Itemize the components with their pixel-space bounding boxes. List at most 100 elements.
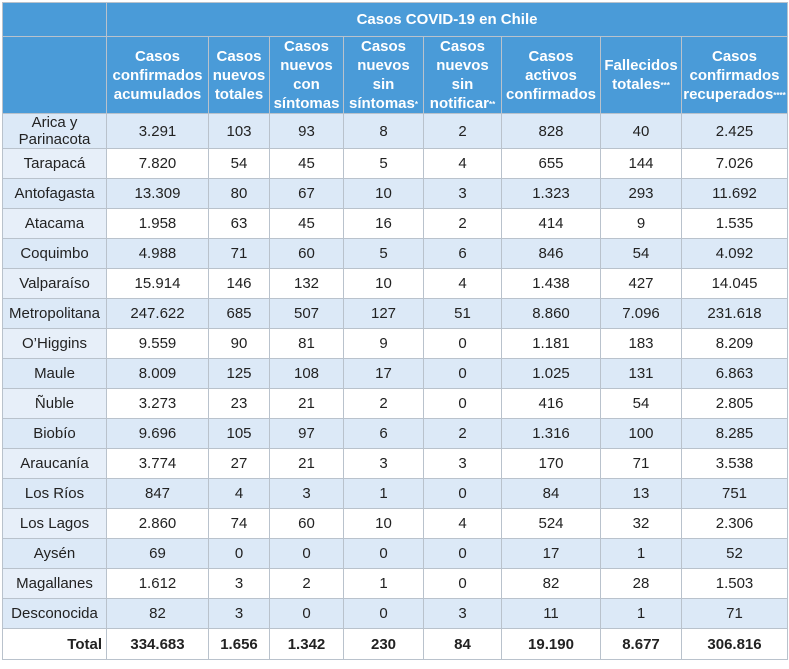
value-cell: 8	[343, 113, 424, 149]
value-cell: 1	[343, 478, 424, 509]
value-cell: 847	[106, 478, 209, 509]
value-cell: 2	[343, 388, 424, 419]
value-cell: 97	[269, 418, 344, 449]
value-cell: 1.438	[501, 268, 601, 299]
value-cell: 54	[600, 238, 682, 269]
value-cell: 9.559	[106, 328, 209, 359]
value-cell: 3.538	[680, 448, 789, 479]
region-cell: Desconocida	[2, 598, 107, 629]
value-cell: 5	[343, 148, 424, 179]
value-cell: 0	[423, 358, 502, 389]
value-cell: 751	[680, 478, 789, 509]
value-cell: 1.958	[106, 208, 209, 239]
value-cell: 2	[269, 568, 344, 599]
value-cell: 45	[269, 208, 344, 239]
value-cell: 416	[501, 388, 601, 419]
value-cell: 11	[501, 598, 601, 629]
value-cell: 3.273	[106, 388, 209, 419]
value-cell: 1.503	[680, 568, 789, 599]
value-cell: 9	[343, 328, 424, 359]
value-cell: 1	[600, 538, 682, 569]
value-cell: 1.181	[501, 328, 601, 359]
value-cell: 3	[423, 598, 502, 629]
column-header: Casos nuevos sin notificar**	[423, 36, 502, 114]
table-row: Desconocida 82 3 0 0 3 11 1 71	[2, 598, 789, 629]
value-cell: 828	[501, 113, 601, 149]
region-cell: Maule	[2, 358, 107, 389]
column-header: Casos nuevos con síntomas	[269, 36, 344, 114]
value-cell: 3	[343, 448, 424, 479]
value-cell: 4	[423, 268, 502, 299]
value-cell: 5	[343, 238, 424, 269]
value-cell: 80	[208, 178, 270, 209]
value-cell: 93	[269, 113, 344, 149]
table-row: Los Lagos 2.860 74 60 10 4 524 32 2.306	[2, 508, 789, 539]
region-cell: O’Higgins	[2, 328, 107, 359]
value-cell: 8.860	[501, 298, 601, 329]
value-cell: 2	[423, 208, 502, 239]
value-cell: 1.323	[501, 178, 601, 209]
total-value-cell: 334.683	[106, 628, 209, 660]
column-header: Casos confirmados recuperados****	[680, 36, 789, 114]
value-cell: 23	[208, 388, 270, 419]
value-cell: 6.863	[680, 358, 789, 389]
value-cell: 40	[600, 113, 682, 149]
table-row: Tarapacá 7.820 54 45 5 4 655 144 7.026	[2, 148, 789, 179]
value-cell: 100	[600, 418, 682, 449]
value-cell: 2	[423, 418, 502, 449]
value-cell: 1.025	[501, 358, 601, 389]
value-cell: 127	[343, 298, 424, 329]
value-cell: 9.696	[106, 418, 209, 449]
value-cell: 13	[600, 478, 682, 509]
value-cell: 3	[208, 598, 270, 629]
value-cell: 71	[680, 598, 789, 629]
value-cell: 132	[269, 268, 344, 299]
table-row: Araucanía 3.774 27 21 3 3 170 71 3.538	[2, 448, 789, 479]
table-row: Arica y Parinacota 3.291 103 93 8 2 828 40 2.425	[2, 113, 789, 149]
value-cell: 4	[423, 148, 502, 179]
value-cell: 0	[208, 538, 270, 569]
region-cell: Arica y Parinacota	[2, 113, 107, 149]
table-row: Los Ríos 847 4 3 1 0 84 13 751	[2, 478, 789, 509]
value-cell: 4	[208, 478, 270, 509]
value-cell: 32	[600, 508, 682, 539]
value-cell: 105	[208, 418, 270, 449]
value-cell: 28	[600, 568, 682, 599]
value-cell: 4.988	[106, 238, 209, 269]
table-row: Ñuble 3.273 23 21 2 0 416 54 2.805	[2, 388, 789, 419]
total-value-cell: 19.190	[501, 628, 601, 660]
value-cell: 60	[269, 238, 344, 269]
table-row: Valparaíso 15.914 146 132 10 4 1.438 427 14.045	[2, 268, 789, 299]
region-cell: Metropolitana	[2, 298, 107, 329]
value-cell: 0	[423, 388, 502, 419]
value-cell: 27	[208, 448, 270, 479]
value-cell: 3	[208, 568, 270, 599]
value-cell: 3	[423, 448, 502, 479]
value-cell: 2.306	[680, 508, 789, 539]
value-cell: 655	[501, 148, 601, 179]
value-cell: 146	[208, 268, 270, 299]
value-cell: 125	[208, 358, 270, 389]
region-cell: Araucanía	[2, 448, 107, 479]
value-cell: 16	[343, 208, 424, 239]
value-cell: 54	[600, 388, 682, 419]
value-cell: 4.092	[680, 238, 789, 269]
column-header: Casos nuevos sin síntomas*	[343, 36, 424, 114]
region-cell: Aysén	[2, 538, 107, 569]
region-header-blank	[2, 36, 107, 114]
region-cell: Atacama	[2, 208, 107, 239]
value-cell: 108	[269, 358, 344, 389]
value-cell: 1.612	[106, 568, 209, 599]
value-cell: 3.291	[106, 113, 209, 149]
value-cell: 7.096	[600, 298, 682, 329]
total-label: Total	[2, 628, 107, 660]
value-cell: 0	[269, 538, 344, 569]
table-row: Aysén 69 0 0 0 0 17 1 52	[2, 538, 789, 569]
value-cell: 10	[343, 178, 424, 209]
value-cell: 1.535	[680, 208, 789, 239]
column-header: Casos confirmados acumulados	[106, 36, 209, 114]
value-cell: 0	[423, 478, 502, 509]
region-cell: Valparaíso	[2, 268, 107, 299]
